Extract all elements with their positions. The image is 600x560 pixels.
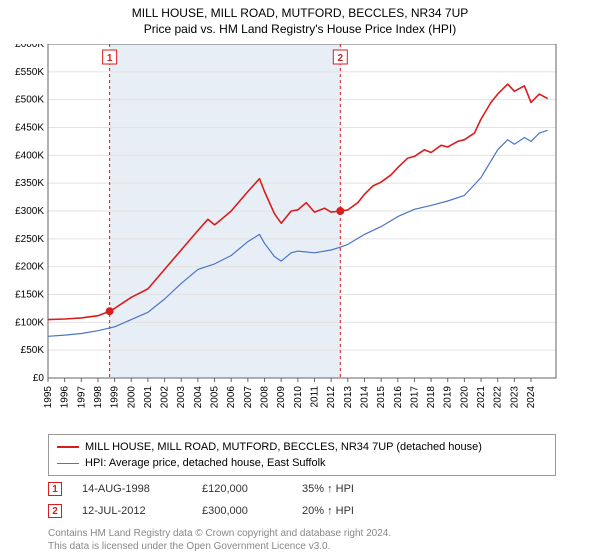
marker-pct: 20% ↑ HPI: [302, 505, 392, 517]
figure: MILL HOUSE, MILL ROAD, MUTFORD, BECCLES,…: [0, 0, 600, 560]
svg-text:2010: 2010: [293, 386, 304, 409]
svg-text:2012: 2012: [326, 386, 337, 409]
svg-text:2003: 2003: [176, 386, 187, 409]
svg-text:2013: 2013: [343, 386, 354, 409]
svg-text:2: 2: [338, 53, 344, 64]
svg-text:1995: 1995: [43, 386, 54, 409]
svg-text:2015: 2015: [376, 386, 387, 409]
marker-badge: 2: [48, 504, 62, 518]
svg-text:2016: 2016: [393, 386, 404, 409]
svg-text:2011: 2011: [309, 386, 320, 408]
marker-row: 1 14-AUG-1998£120,00035% ↑ HPI: [48, 478, 392, 500]
svg-text:£400K: £400K: [15, 150, 44, 161]
marker-badge: 1: [48, 482, 62, 496]
svg-text:1999: 1999: [110, 386, 121, 409]
svg-text:2020: 2020: [459, 386, 470, 409]
chart-area: £0 £50K £100K £150K £200K £250K £300K £350K £400…: [0, 44, 600, 430]
svg-text:£350K: £350K: [15, 178, 44, 189]
marker-table: 1 14-AUG-1998£120,00035% ↑ HPI 2 12-JUL-201…: [48, 478, 392, 522]
svg-text:2001: 2001: [143, 386, 154, 409]
svg-text:£450K: £450K: [15, 123, 44, 134]
svg-text:2018: 2018: [426, 386, 437, 409]
legend-swatch: [57, 463, 79, 464]
svg-text:2021: 2021: [476, 386, 487, 409]
svg-text:2022: 2022: [493, 386, 504, 409]
svg-text:2002: 2002: [160, 386, 171, 409]
svg-text:2006: 2006: [226, 386, 237, 409]
svg-text:£150K: £150K: [15, 290, 44, 301]
svg-text:1: 1: [107, 53, 113, 64]
footnote-line1: Contains HM Land Registry data © Crown c…: [48, 528, 391, 541]
marker-pct: 35% ↑ HPI: [302, 483, 392, 495]
marker-price: £300,000: [202, 505, 302, 517]
legend-label: HPI: Average price, detached house, East…: [85, 457, 326, 469]
svg-text:2009: 2009: [276, 386, 287, 409]
marker-price: £120,000: [202, 483, 302, 495]
svg-text:2004: 2004: [193, 386, 204, 409]
svg-text:2007: 2007: [243, 386, 254, 409]
svg-text:2008: 2008: [260, 386, 271, 409]
svg-text:£300K: £300K: [15, 206, 44, 217]
svg-text:1996: 1996: [60, 386, 71, 409]
chart-svg: £0 £50K £100K £150K £200K £250K £300K £350K £400…: [0, 44, 600, 430]
marker-date: 12-JUL-2012: [82, 505, 202, 517]
legend: MILL HOUSE, MILL ROAD, MUTFORD, BECCLES,…: [48, 434, 556, 476]
svg-text:£50K: £50K: [21, 345, 45, 356]
svg-text:2014: 2014: [359, 386, 370, 409]
svg-text:2023: 2023: [509, 386, 520, 409]
svg-text:£600K: £600K: [15, 44, 44, 50]
legend-row: HPI: Average price, detached house, East…: [57, 455, 547, 471]
legend-swatch: [57, 446, 79, 448]
svg-text:£250K: £250K: [15, 234, 44, 245]
svg-text:2024: 2024: [526, 386, 537, 409]
svg-text:2017: 2017: [409, 386, 420, 409]
svg-text:2005: 2005: [210, 386, 221, 409]
marker-row: 2 12-JUL-2012£300,00020% ↑ HPI: [48, 500, 392, 522]
title-block: MILL HOUSE, MILL ROAD, MUTFORD, BECCLES,…: [0, 0, 600, 36]
title-main: MILL HOUSE, MILL ROAD, MUTFORD, BECCLES,…: [0, 6, 600, 20]
footnote: Contains HM Land Registry data © Crown c…: [48, 528, 391, 553]
svg-text:2000: 2000: [126, 386, 137, 409]
title-sub: Price paid vs. HM Land Registry's House …: [0, 22, 600, 36]
footnote-line2: This data is licensed under the Open Gov…: [48, 541, 391, 554]
svg-text:£500K: £500K: [15, 95, 44, 106]
svg-text:1997: 1997: [76, 386, 87, 409]
svg-text:£200K: £200K: [15, 262, 44, 273]
legend-label: MILL HOUSE, MILL ROAD, MUTFORD, BECCLES,…: [85, 441, 482, 453]
svg-text:1998: 1998: [93, 386, 104, 409]
legend-row: MILL HOUSE, MILL ROAD, MUTFORD, BECCLES,…: [57, 439, 547, 455]
marker-date: 14-AUG-1998: [82, 483, 202, 495]
svg-text:£100K: £100K: [15, 317, 44, 328]
svg-text:£0: £0: [33, 373, 45, 384]
svg-text:£550K: £550K: [15, 67, 44, 78]
svg-text:2019: 2019: [443, 386, 454, 409]
